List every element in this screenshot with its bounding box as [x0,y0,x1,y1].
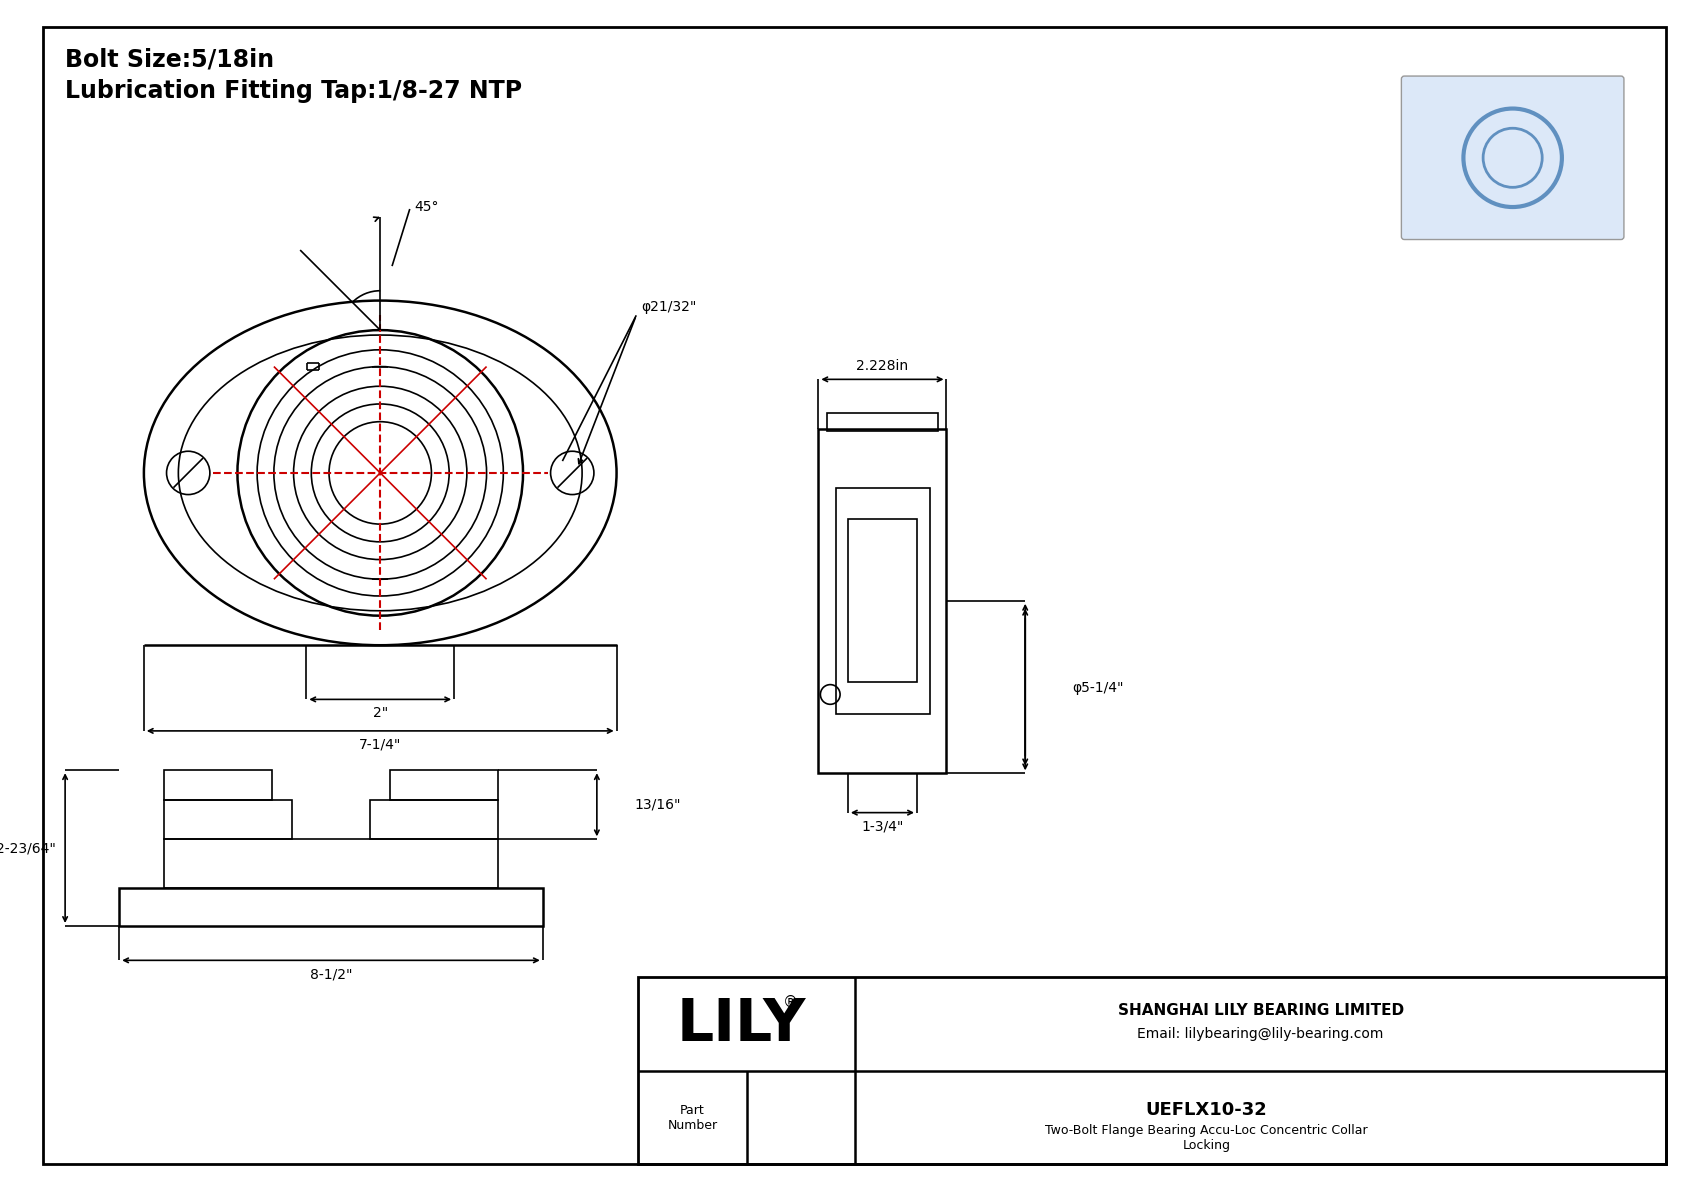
Text: 1-3/4": 1-3/4" [861,819,904,834]
Bar [163,771,271,800]
Text: 2.228in: 2.228in [857,358,908,373]
Text: 45°: 45° [414,200,440,214]
Bar [837,487,930,715]
Text: Bolt Size:5/18in: Bolt Size:5/18in [66,48,274,71]
Text: φ21/32": φ21/32" [642,300,697,314]
Text: φ5-1/4": φ5-1/4" [1073,680,1123,694]
Bar [818,429,946,773]
Text: 13/16": 13/16" [635,798,680,812]
Text: 2": 2" [372,706,387,721]
Text: UEFLX10-32: UEFLX10-32 [1145,1100,1268,1120]
Text: 7-1/4": 7-1/4" [359,737,401,752]
Bar [163,800,291,840]
Bar [827,413,938,431]
Text: Two-Bolt Flange Bearing Accu-Loc Concentric Collar
Locking: Two-Bolt Flange Bearing Accu-Loc Concent… [1046,1123,1367,1152]
Bar [391,771,498,800]
Text: 2-23/64": 2-23/64" [0,841,56,855]
Text: Part
Number: Part Number [667,1104,717,1131]
FancyBboxPatch shape [1401,76,1623,239]
Bar [370,800,498,840]
Text: SHANGHAI LILY BEARING LIMITED: SHANGHAI LILY BEARING LIMITED [1118,1003,1404,1018]
Text: LILY: LILY [677,996,807,1053]
Text: Lubrication Fitting Tap:1/8-27 NTP: Lubrication Fitting Tap:1/8-27 NTP [66,79,522,102]
Text: ®: ® [783,996,798,1010]
Bar [849,519,916,681]
Bar [120,888,542,925]
Text: Email: lilybearing@lily-bearing.com: Email: lilybearing@lily-bearing.com [1137,1027,1384,1041]
Bar [638,977,1665,1164]
Text: 8-1/2": 8-1/2" [310,967,352,981]
Bar [163,840,498,888]
